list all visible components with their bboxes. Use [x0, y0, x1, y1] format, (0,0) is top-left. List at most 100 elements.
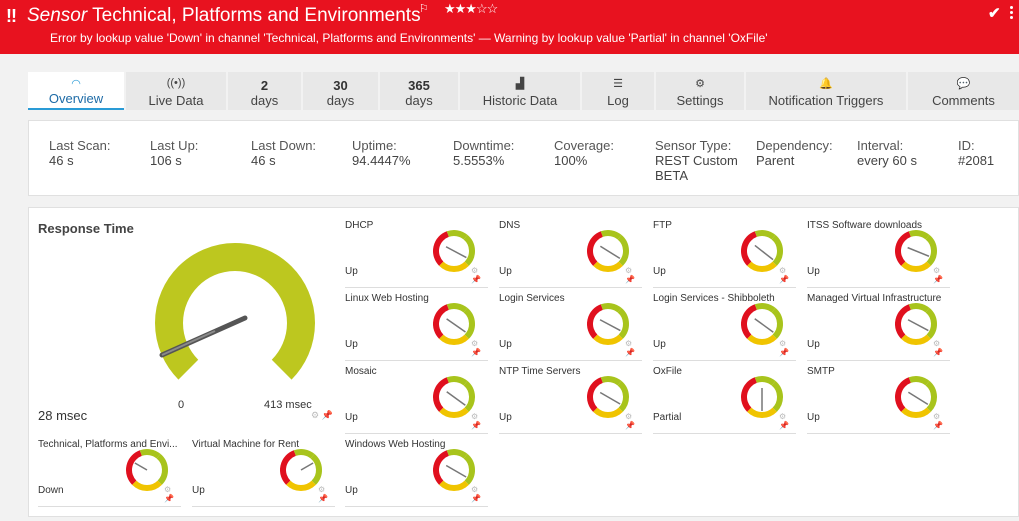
info-last-scan: Last Scan: 46 s [49, 138, 110, 168]
gauge-tools[interactable]: ⚙ 📌 [933, 412, 943, 430]
channel-gauge[interactable]: Mosaic Up ⚙ 📌 [345, 366, 488, 434]
gauge-tools[interactable]: ⚙ 📌 [471, 266, 481, 284]
tab-label: days [250, 93, 279, 108]
channel-gauge[interactable]: Windows Web Hosting Up ⚙ 📌 [345, 439, 488, 507]
gauge-needle [446, 318, 466, 333]
channel-gauge[interactable]: OxFile Partial ⚙ 📌 [653, 366, 796, 434]
mini-gauge-dial [587, 230, 629, 272]
channel-name: Managed Virtual Infrastructure [807, 293, 942, 304]
tab-number: 365 [408, 78, 430, 93]
tab-notification-triggers[interactable]: 🔔 Notification Triggers [746, 72, 906, 110]
channel-gauge[interactable]: Linux Web Hosting Up ⚙ 📌 [345, 293, 488, 361]
gauge-green-zone [771, 380, 783, 412]
gauge-tools[interactable]: ⚙ 📌 [471, 412, 481, 430]
info-key: Dependency: [756, 138, 833, 153]
tab-label: Live Data [148, 93, 204, 108]
gauge-yellow-zone [439, 480, 469, 491]
gauge-red-zone [741, 377, 758, 412]
gauge-tools[interactable]: ⚙ 📌 [933, 266, 943, 284]
tab-historic-data[interactable]: ▟ Historic Data [460, 72, 580, 110]
gauge-tools[interactable]: ⚙ 📌 [779, 266, 789, 284]
response-time-title: Response Time [38, 221, 134, 236]
channel-name: Technical, Platforms and Envi... [38, 439, 178, 450]
gauge-tools[interactable]: ⚙ 📌 [164, 485, 174, 503]
tab-30-days[interactable]: 30 days [303, 72, 378, 110]
priority-stars[interactable]: ★★★☆☆ [444, 1, 498, 16]
info-key: Last Up: [150, 138, 199, 153]
bell-icon: 🔔 [819, 78, 833, 90]
gauge-yellow-zone [593, 334, 623, 345]
gauge-tools[interactable]: ⚙ 📌 [933, 339, 943, 357]
gauge-tools[interactable]: ⚙ 📌 [311, 410, 333, 420]
flag-icon[interactable]: ⚐ [419, 3, 429, 15]
channel-status: Up [345, 485, 358, 496]
info-value: 94.4447% [352, 153, 411, 168]
gauge-green-zone [754, 303, 776, 313]
channel-gauge[interactable]: DNS Up ⚙ 📌 [499, 220, 642, 288]
tab-365-days[interactable]: 365 days [380, 72, 458, 110]
gauge-green-zone [463, 234, 475, 266]
channel-gauge[interactable]: SMTP Up ⚙ 📌 [807, 366, 950, 434]
gauge-green-zone [925, 380, 937, 412]
tab-settings[interactable]: ⚙ Settings [656, 72, 744, 110]
gauge-tools[interactable]: ⚙ 📌 [471, 485, 481, 503]
channel-gauge[interactable]: ITSS Software downloads Up ⚙ 📌 [807, 220, 950, 288]
gauge-green-zone [463, 453, 475, 485]
sensor-info-bar: Last Scan: 46 s Last Up: 106 s Last Down: 4… [28, 120, 1019, 196]
gauge-tools[interactable]: ⚙ 📌 [318, 485, 328, 503]
mini-gauge-dial [895, 303, 937, 345]
channel-name: Virtual Machine for Rent [192, 439, 300, 450]
gauge-tools[interactable]: ⚙ 📌 [625, 266, 635, 284]
channel-gauge[interactable]: NTP Time Servers Up ⚙ 📌 [499, 366, 642, 434]
tab-overview[interactable]: ◠ Overview [28, 72, 124, 110]
info-value: 106 s [150, 153, 182, 168]
channel-gauge[interactable]: Managed Virtual Infrastructure Up ⚙ 📌 [807, 293, 950, 361]
gauge-red-zone [433, 231, 450, 266]
tab-comments[interactable]: 💬 Comments [908, 72, 1019, 110]
gauge-green-zone [293, 449, 315, 459]
gauge-tools[interactable]: ⚙ 📌 [779, 412, 789, 430]
channel-gauge[interactable]: Technical, Platforms and Envi... Down ⚙ 📌 [38, 439, 181, 507]
channel-status: Up [653, 339, 666, 350]
info-value: #2081 [958, 153, 995, 168]
info-value[interactable]: Parent [756, 153, 795, 168]
gauge-yellow-zone [132, 480, 162, 491]
mini-gauge-dial [587, 376, 629, 418]
gauge-yellow-zone [593, 407, 623, 418]
comment-icon: 💬 [956, 78, 971, 90]
channel-gauge[interactable]: DHCP Up ⚙ 📌 [345, 220, 488, 288]
mini-gauge-dial [741, 376, 783, 418]
gauge-needle-tail [161, 330, 216, 356]
info-key: Last Down: [251, 138, 317, 153]
tab-2-days[interactable]: 2 days [228, 72, 301, 110]
gauge-tools[interactable]: ⚙ 📌 [471, 339, 481, 357]
tab-log[interactable]: ☰ Log [582, 72, 654, 110]
more-menu-icon[interactable] [1010, 6, 1014, 21]
info-last-down: Last Down: 46 s [251, 138, 316, 168]
gauge-tools[interactable]: ⚙ 📌 [625, 339, 635, 357]
check-icon[interactable]: ✔ [988, 5, 1001, 22]
gauge-needle [599, 245, 621, 260]
page-title: Sensor Technical, Platforms and Environm… [27, 5, 421, 27]
gauge-green-zone [925, 234, 937, 266]
info-key: Uptime: [352, 138, 397, 153]
gauge-tools[interactable]: ⚙ 📌 [779, 339, 789, 357]
info-key: ID: [958, 138, 975, 153]
info-sensor-type: Sensor Type: REST Custom BETA [655, 138, 738, 183]
mini-gauge-dial [895, 230, 937, 272]
mini-gauge-dial [587, 303, 629, 345]
channel-gauge[interactable]: FTP Up ⚙ 📌 [653, 220, 796, 288]
response-time-gauge[interactable] [150, 238, 320, 388]
gauge-needle [754, 244, 774, 261]
channel-name: FTP [653, 220, 672, 231]
gauge-green-zone [617, 380, 629, 412]
gauge-red-zone [895, 377, 912, 412]
mini-gauge-dial [895, 376, 937, 418]
gauge-tools[interactable]: ⚙ 📌 [625, 412, 635, 430]
channel-gauge[interactable]: Virtual Machine for Rent Up ⚙ 📌 [192, 439, 335, 507]
channel-gauge[interactable]: Login Services - Shibboleth Up ⚙ 📌 [653, 293, 796, 361]
channel-gauge[interactable]: Login Services Up ⚙ 📌 [499, 293, 642, 361]
channel-status: Up [807, 339, 820, 350]
mini-gauge-dial [433, 449, 475, 491]
tab-live-data[interactable]: ((•)) Live Data [126, 72, 226, 110]
